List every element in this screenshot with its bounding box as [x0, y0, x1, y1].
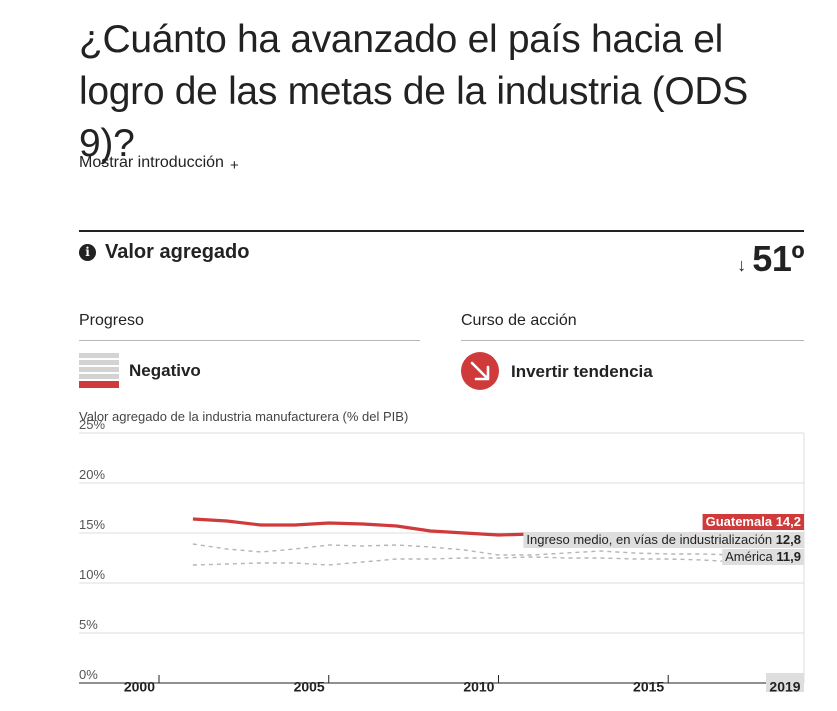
series-name: Ingreso medio, en vías de industrializac… — [526, 532, 775, 547]
progress-divider — [79, 340, 420, 341]
series-name: Guatemala — [706, 514, 776, 529]
y-tick-label: 10% — [79, 567, 105, 582]
plus-icon: + — [229, 157, 239, 174]
x-tick-label: 2010 — [463, 679, 494, 695]
series-end-label: Ingreso medio, en vías de industrializac… — [526, 532, 801, 547]
series-line-1 — [192, 543, 804, 556]
page-title: ¿Cuánto ha avanzado el país hacia el log… — [79, 18, 748, 165]
x-tick-label: 2000 — [124, 679, 155, 695]
info-icon[interactable]: i — [79, 244, 96, 261]
series-end-label-bg — [722, 549, 804, 565]
indicator-name: Valor agregado — [105, 241, 250, 263]
progress-status: Negativo — [129, 361, 201, 380]
series-end-label: Guatemala 14,2 — [706, 514, 801, 529]
intro-toggle[interactable]: Mostrar introducción + — [79, 154, 239, 174]
series-end-label: América 11,9 — [725, 549, 801, 564]
series-end-value: 11,9 — [776, 549, 801, 564]
down-arrow-icon: ↓ — [737, 255, 747, 275]
series-end-value: 12,8 — [776, 532, 801, 547]
chart-ylabel: Valor agregado de la industria manufactu… — [79, 409, 409, 424]
progress-heading: Progreso — [79, 312, 144, 329]
y-tick-label: 25% — [79, 417, 105, 432]
series-end-label-bg — [523, 532, 804, 548]
series-end-label-bg — [702, 514, 804, 530]
section-divider — [79, 230, 804, 232]
x-tick-label: 2019 — [769, 679, 800, 695]
x-tick-label: 2005 — [294, 679, 325, 695]
intro-toggle-label: Mostrar introducción — [79, 154, 224, 171]
action-divider — [461, 340, 804, 341]
y-tick-label: 20% — [79, 467, 105, 482]
indicator-heading: i Valor agregado — [79, 241, 250, 264]
rank-value: 51º — [752, 238, 804, 279]
rank-display: ↓ 51º — [737, 238, 804, 280]
y-tick-label: 15% — [79, 517, 105, 532]
action-heading: Curso de acción — [461, 312, 577, 329]
series-end-value: 14,2 — [776, 514, 801, 529]
y-tick-label: 5% — [79, 617, 98, 632]
series-line-2 — [192, 556, 805, 566]
series-name: América — [725, 549, 776, 564]
x-tick-label: 2015 — [633, 679, 664, 695]
progress-bars-icon — [79, 353, 119, 391]
x-tick-highlight — [766, 673, 804, 692]
down-right-arrow-icon — [461, 352, 499, 390]
action-label: Invertir tendencia — [511, 362, 653, 381]
y-tick-label: 0% — [79, 667, 98, 682]
